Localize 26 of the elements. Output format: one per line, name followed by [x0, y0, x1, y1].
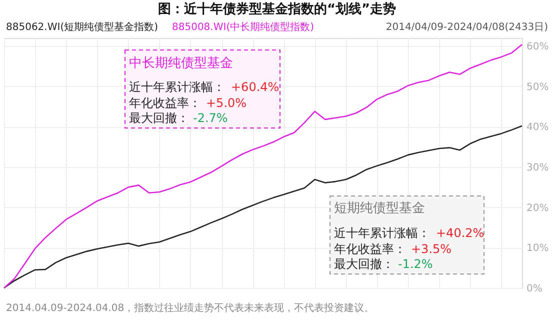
annotation: +40.2% [436, 226, 484, 240]
annotation: 近十年累计涨幅： [334, 226, 430, 240]
annotation: 近十年累计涨幅： [129, 80, 225, 94]
annotation: -1.2% [398, 257, 433, 271]
chart-title: 图：近十年债券型基金指数的“划线”走势 [158, 1, 396, 17]
y-tick-label: 20% [526, 202, 549, 214]
annotation: -2.7% [193, 111, 228, 125]
annotation: 短期纯债型基金 [334, 201, 425, 216]
text: 885008.WI(中长期纯债型指数) [172, 21, 314, 33]
y-tick-label: 60% [526, 42, 549, 53]
y-tick-label: 30% [526, 162, 549, 174]
annotation: +5.0% [206, 96, 247, 110]
y-tick-label: 40% [526, 122, 549, 134]
annotation: +3.5% [411, 242, 452, 256]
text: 885062.WI(短期纯债型基金指数) [6, 21, 158, 33]
text: 2014.04.09-2024.04.08，指数过往业绩走势不代表未来表现，不代表投资建议。 [6, 302, 374, 314]
y-tick-label: 0% [526, 284, 542, 294]
y-tick-label: 10% [526, 243, 549, 254]
text: 2014/04/09-2024/04/08(2433日) [386, 22, 548, 33]
annotation: 中长期纯债型基金 [129, 56, 233, 71]
annotation: 年化收益率： [334, 242, 406, 256]
annotation: +60.4% [231, 80, 280, 94]
annotation: 最大回撤： [129, 111, 189, 125]
annotation: 最大回撤： [334, 257, 394, 271]
annotation: 年化收益率： [129, 96, 201, 110]
y-tick-label: 50% [526, 82, 549, 93]
